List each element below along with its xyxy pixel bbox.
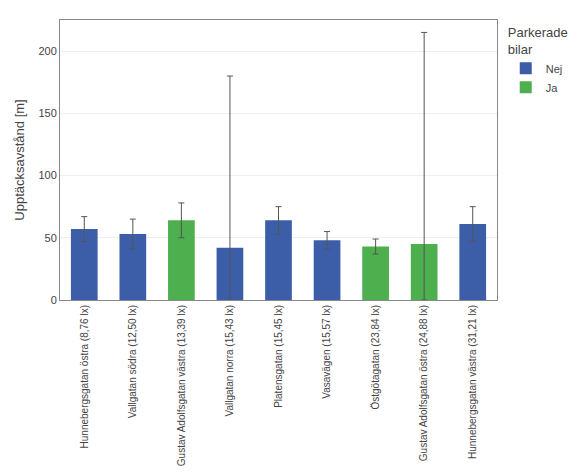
svg-text:Östgötagatan (23,84 lx): Östgötagatan (23,84 lx) bbox=[370, 305, 381, 410]
svg-text:Hunnebergsgatan östra (8,76 lx: Hunnebergsgatan östra (8,76 lx) bbox=[79, 305, 90, 448]
svg-text:Parkeradebilar: Parkeradebilar bbox=[508, 25, 568, 57]
svg-text:Vallgatan södra (12,50 lx): Vallgatan södra (12,50 lx) bbox=[127, 305, 138, 418]
svg-text:Ja: Ja bbox=[546, 82, 559, 94]
svg-text:Vallgatan norra (15,43 lx): Vallgatan norra (15,43 lx) bbox=[224, 305, 235, 417]
svg-text:Vasavägen (15,57 lx): Vasavägen (15,57 lx) bbox=[321, 305, 332, 399]
svg-text:Gustav Adolfsgatan västra (13,: Gustav Adolfsgatan västra (13,39 lx) bbox=[176, 305, 187, 466]
svg-text:Platensgatan (15,45 lx): Platensgatan (15,45 lx) bbox=[273, 305, 284, 408]
svg-text:Upptäcksavstånd [m]: Upptäcksavstånd [m] bbox=[12, 99, 27, 220]
svg-text:Nej: Nej bbox=[546, 63, 563, 75]
svg-text:50: 50 bbox=[45, 232, 57, 244]
svg-text:Gustav Adolfsgatan östra (24,8: Gustav Adolfsgatan östra (24,88 lx) bbox=[418, 305, 429, 461]
svg-text:0: 0 bbox=[51, 294, 57, 306]
svg-text:Hunnebergsgatan västra (31,21: Hunnebergsgatan västra (31,21 lx) bbox=[467, 305, 478, 459]
svg-text:200: 200 bbox=[38, 45, 56, 57]
svg-text:100: 100 bbox=[38, 169, 56, 181]
svg-text:150: 150 bbox=[38, 107, 56, 119]
